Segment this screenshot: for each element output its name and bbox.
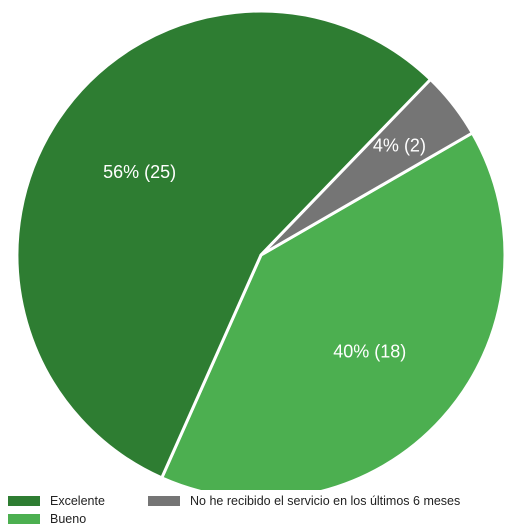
pie-label-no-recibido: 4% (2): [373, 136, 426, 156]
legend-item-no-recibido: No he recibido el servicio en los último…: [148, 494, 460, 508]
pie-label-bueno: 40% (18): [333, 342, 406, 362]
pie-slice-bueno: [160, 131, 507, 490]
chart-legend: Excelente No he recibido el servicio en …: [8, 494, 508, 530]
pie-chart: 40% (18) 56% (25) 4% (2): [15, 9, 507, 490]
legend-swatch-excelente: [8, 496, 40, 506]
pie-slice-no-recibido: [259, 77, 474, 257]
legend-item-bueno: Bueno: [8, 512, 86, 526]
pie-label-excelente: 56% (25): [103, 162, 176, 182]
legend-item-excelente: Excelente: [8, 494, 105, 508]
legend-label-excelente: Excelente: [50, 494, 105, 508]
pie-slice-excelente: [15, 9, 432, 480]
legend-swatch-no-recibido: [148, 496, 180, 506]
legend-swatch-bueno: [8, 514, 40, 524]
legend-label-bueno: Bueno: [50, 512, 87, 526]
legend-label-no-recibido: No he recibido el servicio en los último…: [190, 494, 461, 508]
